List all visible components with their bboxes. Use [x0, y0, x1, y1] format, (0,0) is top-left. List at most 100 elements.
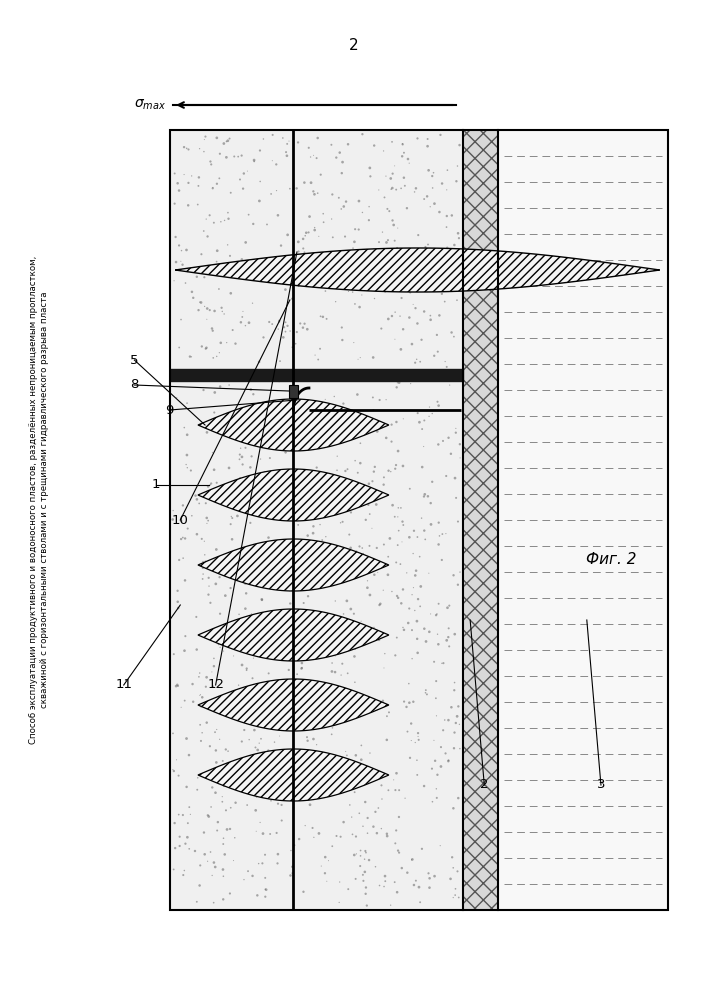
- Point: [168, 273, 180, 289]
- Point: [267, 153, 278, 169]
- Point: [392, 884, 403, 900]
- Point: [337, 705, 348, 721]
- Point: [448, 860, 459, 876]
- Point: [348, 335, 359, 351]
- Point: [442, 600, 453, 616]
- Point: [338, 606, 349, 622]
- Point: [407, 336, 418, 352]
- Point: [433, 536, 444, 552]
- Point: [187, 694, 199, 710]
- Point: [207, 180, 218, 196]
- Point: [390, 782, 401, 798]
- Point: [186, 349, 197, 365]
- Point: [346, 424, 357, 440]
- Point: [259, 881, 271, 897]
- Point: [321, 873, 332, 889]
- Point: [423, 565, 435, 581]
- Point: [442, 240, 453, 256]
- Point: [204, 578, 215, 594]
- Point: [274, 353, 286, 369]
- Point: [287, 745, 298, 761]
- Point: [404, 750, 416, 766]
- Point: [280, 708, 291, 724]
- Point: [245, 609, 257, 625]
- Point: [433, 436, 444, 452]
- Point: [258, 553, 269, 569]
- Point: [313, 262, 325, 278]
- Point: [431, 790, 443, 806]
- Point: [334, 894, 345, 910]
- Point: [320, 700, 331, 716]
- Point: [416, 421, 428, 437]
- Point: [335, 557, 346, 573]
- Point: [249, 722, 260, 738]
- Point: [402, 200, 413, 216]
- Point: [303, 510, 315, 526]
- Point: [281, 632, 292, 648]
- Point: [305, 439, 317, 455]
- Point: [423, 624, 435, 640]
- Point: [422, 131, 433, 147]
- Point: [352, 351, 363, 367]
- Point: [317, 612, 328, 628]
- Point: [326, 137, 337, 153]
- Polygon shape: [198, 609, 389, 661]
- Point: [291, 324, 303, 340]
- Point: [443, 638, 455, 654]
- Point: [197, 554, 209, 570]
- Point: [385, 181, 397, 197]
- Point: [378, 693, 389, 709]
- Bar: [463, 130, 498, 910]
- Point: [259, 366, 270, 382]
- Point: [442, 162, 453, 178]
- Point: [358, 420, 370, 436]
- Point: [296, 407, 307, 423]
- Point: [341, 747, 353, 763]
- Point: [387, 497, 398, 513]
- Point: [201, 340, 212, 356]
- Point: [421, 188, 433, 204]
- Point: [274, 373, 285, 389]
- Point: [173, 183, 185, 199]
- Point: [345, 418, 356, 434]
- Point: [249, 562, 260, 578]
- Point: [392, 843, 404, 859]
- Polygon shape: [198, 749, 389, 801]
- Point: [322, 553, 334, 569]
- Point: [388, 217, 399, 233]
- Point: [438, 433, 449, 449]
- Point: [407, 851, 418, 867]
- Point: [282, 720, 293, 736]
- Point: [191, 609, 202, 625]
- Point: [435, 838, 446, 854]
- Point: [448, 800, 459, 816]
- Point: [391, 260, 402, 276]
- Point: [376, 365, 387, 381]
- Point: [334, 145, 346, 161]
- Point: [397, 321, 409, 337]
- Point: [427, 180, 438, 196]
- Point: [340, 743, 351, 759]
- Point: [335, 829, 346, 845]
- Point: [186, 168, 197, 184]
- Point: [390, 304, 401, 320]
- Point: [300, 579, 312, 595]
- Point: [337, 686, 348, 702]
- Point: [443, 753, 454, 769]
- Point: [406, 733, 417, 749]
- Point: [369, 291, 380, 307]
- Point: [211, 348, 223, 364]
- Point: [238, 626, 249, 642]
- Point: [371, 540, 382, 556]
- Point: [391, 379, 402, 395]
- Point: [274, 314, 285, 330]
- Point: [413, 227, 424, 243]
- Point: [428, 654, 440, 670]
- Point: [182, 427, 193, 443]
- Point: [276, 797, 287, 813]
- Point: [434, 204, 445, 220]
- Point: [358, 546, 369, 562]
- Point: [406, 852, 417, 868]
- Point: [452, 158, 463, 174]
- Point: [200, 341, 211, 357]
